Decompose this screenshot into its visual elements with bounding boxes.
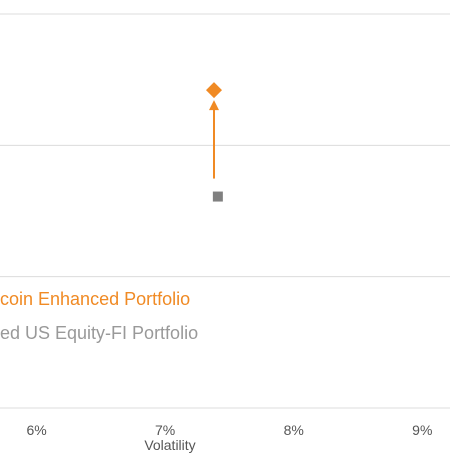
data-marks — [206, 82, 223, 202]
x-axis-title: Volatility — [144, 437, 195, 453]
data-point-blended-us-equity-fi — [212, 191, 223, 202]
x-tick-label: 6% — [26, 422, 46, 438]
x-tick-label: 7% — [155, 422, 175, 438]
x-tick-label: 9% — [412, 422, 432, 438]
legend-entry: coin Enhanced Portfolio — [0, 289, 190, 309]
gridlines — [0, 13, 450, 409]
improvement-arrow-head — [209, 100, 219, 111]
data-point-bitcoin-enhanced — [206, 82, 222, 99]
x-tick-label: 8% — [284, 422, 304, 438]
x-axis-ticks: 6% 7% 8% 9% — [26, 422, 432, 438]
legend-entry: ed US Equity-FI Portfolio — [0, 323, 198, 343]
legend: coin Enhanced Portfolio ed US Equity-FI P… — [0, 289, 198, 343]
